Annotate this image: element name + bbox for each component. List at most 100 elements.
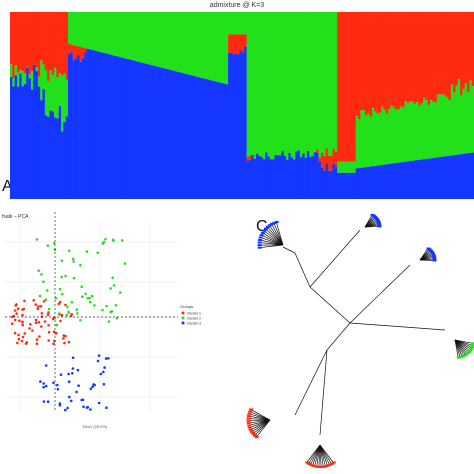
tree-branch	[249, 419, 271, 429]
admixture-bar-segment	[471, 12, 474, 87]
tree-branch	[319, 349, 328, 436]
admixture-bar-segment	[30, 71, 34, 90]
admixture-bar-segment	[420, 12, 424, 104]
admixture-bar-segment	[337, 161, 340, 173]
admixture-bar-segment	[195, 76, 199, 199]
admixture-bar-segment	[244, 12, 247, 35]
pca-point	[47, 330, 51, 334]
tree-branch	[364, 226, 380, 228]
admixture-bar-segment	[195, 12, 199, 77]
admixture-bar-segment	[297, 12, 301, 151]
tree-leaf	[246, 417, 251, 420]
tree-branch	[306, 444, 321, 463]
tree-leaf	[427, 248, 432, 251]
admixture-bar-segment	[26, 12, 29, 67]
admixture-bar-segment	[432, 12, 435, 102]
admixture-bar-segment	[388, 163, 391, 199]
admixture-bar-segment	[355, 168, 359, 199]
admixture-bar-segment	[325, 148, 329, 164]
pca-point	[56, 388, 60, 391]
pca-point	[71, 372, 74, 375]
admixture-bar-segment	[376, 165, 380, 199]
admixture-bar-segment	[70, 12, 73, 45]
admixture-bar-segment	[170, 70, 173, 199]
admixture-bar-segment	[360, 167, 363, 199]
admixture-bar-segment	[132, 12, 136, 61]
admixture-bar-segment	[149, 64, 152, 199]
admixture-bar-segment	[37, 86, 41, 199]
panel-label-c: C	[256, 218, 268, 235]
admixture-bar-segment	[253, 158, 257, 199]
tree-leaf	[377, 225, 382, 228]
tree-branch	[248, 418, 271, 421]
pca-point	[114, 304, 118, 307]
admixture-bar-segment	[246, 156, 250, 161]
admixture-bar-segment	[109, 54, 113, 199]
tree-leaf	[305, 461, 310, 464]
admixture-bar-segment	[95, 51, 99, 199]
pca-point	[107, 357, 110, 360]
pca-point	[62, 337, 65, 340]
pca-point	[102, 370, 105, 374]
admixture-bar-segment	[457, 79, 461, 155]
admixture-bar-segment	[12, 86, 15, 199]
tree-branch	[256, 419, 271, 438]
admixture-bar-segment	[88, 12, 92, 50]
admixture-bar-segment	[61, 75, 64, 132]
admixture-bar-segment	[200, 77, 203, 199]
admixture-bar-segment	[68, 54, 71, 199]
admixture-bar-segment	[418, 12, 421, 106]
pca-point	[59, 319, 62, 323]
pca-point	[99, 372, 103, 376]
admixture-bar-segment	[293, 12, 296, 160]
admixture-bar-segment	[390, 163, 394, 199]
admixture-bar-segment	[40, 12, 43, 61]
admixture-bar-segment	[204, 12, 208, 80]
admixture-bar-segment	[186, 74, 189, 199]
admixture-bar-segment	[413, 160, 417, 199]
admixture-bar-segment	[288, 152, 292, 199]
pca-point	[36, 307, 40, 311]
pca-point	[65, 313, 69, 317]
tree-branch	[309, 286, 351, 324]
admixture-bar-segment	[351, 12, 354, 162]
admixture-bar-segment	[158, 12, 162, 68]
tree-leaf	[267, 224, 272, 227]
tree-branch	[250, 419, 271, 431]
legend-marker-cluster-3	[181, 321, 185, 325]
admixture-bar-segment	[248, 159, 252, 199]
tree-leaf	[432, 257, 437, 260]
admixture-bar-segment	[100, 12, 104, 53]
admixture-bar-segment	[79, 12, 83, 48]
tree-leaf	[308, 463, 313, 466]
tree-leaf	[251, 432, 256, 435]
tree-leaf	[331, 461, 336, 464]
pca-point	[58, 300, 62, 304]
admixture-bar-segment	[128, 59, 131, 199]
admixture-bar-segment	[237, 34, 240, 55]
pca-point	[101, 308, 104, 312]
legend-label-cluster-1: Cluster 1	[187, 312, 201, 316]
admixture-bar-segment	[61, 12, 64, 76]
pca-point	[64, 303, 67, 307]
admixture-bar-segment	[77, 46, 80, 56]
admixture-bar-segment	[344, 172, 347, 199]
admixture-bar-segment	[467, 92, 470, 154]
admixture-bar-segment	[123, 12, 127, 59]
legend-label-cluster-3: Cluster 3	[187, 322, 201, 326]
tree-branch	[349, 322, 446, 331]
admixture-bar-segment	[151, 65, 155, 199]
admixture-bar-segment	[439, 94, 442, 158]
admixture-bar-segment	[334, 151, 338, 167]
pca-point	[60, 259, 64, 263]
admixture-bar-segment	[68, 12, 71, 45]
pca-point	[82, 405, 85, 409]
admixture-bar-segment	[367, 166, 370, 199]
pca-point	[120, 239, 124, 242]
admixture-bar-segment	[114, 55, 118, 199]
admixture-bar-segment	[149, 12, 152, 65]
admixture-bar-segment	[98, 12, 101, 52]
pca-point	[32, 299, 35, 302]
admixture-bar-segment	[44, 115, 48, 199]
admixture-bar-segment	[311, 12, 315, 156]
